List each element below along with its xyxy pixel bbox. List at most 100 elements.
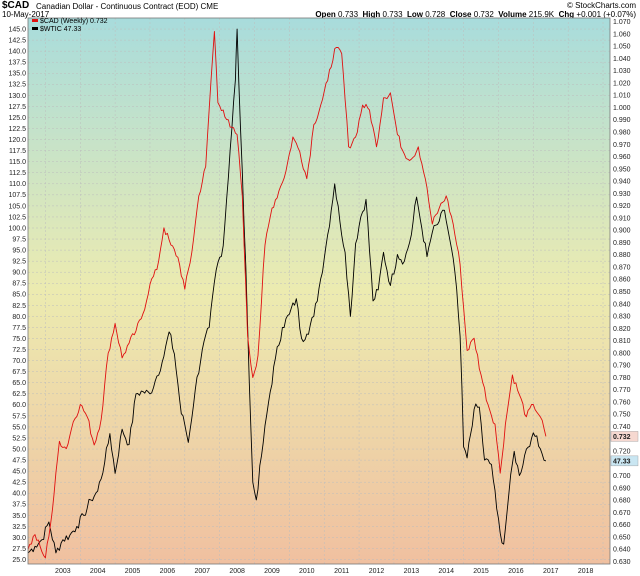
volume-value: 215.9K [528, 10, 555, 19]
right-axis-tick: 0.840 [613, 301, 631, 308]
close-value: 0.732 [473, 10, 494, 19]
right-axis-tick: 0.820 [613, 326, 631, 333]
right-axis-tick: 0.630 [613, 559, 631, 566]
left-axis-tick: 57.5 [12, 413, 26, 420]
last-tag-cad [610, 431, 639, 442]
high-value: 0.733 [382, 10, 403, 19]
left-axis-tick: 130.0 [8, 93, 26, 100]
right-axis-tick: 0.880 [613, 252, 631, 259]
last-tag-wtic-label: 47.33 [613, 458, 631, 465]
left-axis-tick: 50.0 [12, 446, 26, 453]
right-axis-tick: 1.070 [613, 19, 631, 26]
right-axis-tick: 0.850 [613, 289, 631, 296]
right-axis-tick: 1.040 [613, 56, 631, 63]
right-axis-tick: 0.750 [613, 412, 631, 419]
right-axis-tick: 0.910 [613, 215, 631, 222]
chart-date: 10-May-2017 [2, 10, 50, 19]
left-axis-tick: 62.5 [12, 391, 26, 398]
exchange-text: CME [200, 2, 219, 11]
right-axis-tick: 1.030 [613, 68, 631, 75]
chg-value: +0.001 (+0.07%) [576, 10, 636, 19]
left-axis-tick: 52.5 [12, 435, 26, 442]
grid-lines [28, 18, 610, 564]
left-axis-tick: 75.0 [12, 336, 26, 343]
left-axis-tick: 90.0 [12, 270, 26, 277]
left-axis-tick: 95.0 [12, 248, 26, 255]
right-axis-tick: 0.770 [613, 387, 631, 394]
left-axis-tick: 125.0 [8, 115, 26, 122]
right-axis-tick: 0.860 [613, 277, 631, 284]
right-axis-tick: 0.740 [613, 424, 631, 431]
left-axis-tick: 65.0 [12, 380, 26, 387]
left-axis-tick: 100.0 [8, 225, 26, 232]
left-axis-tick: 97.5 [12, 236, 26, 243]
right-axis-tick: 0.940 [613, 179, 631, 186]
x-axis-tick: 2011 [334, 568, 349, 575]
last-tag-cad-label: 0.732 [613, 434, 631, 441]
series-line-wtic [27, 28, 547, 554]
legend-swatch-wtic [32, 27, 38, 30]
left-axis-tick: 117.5 [9, 148, 26, 155]
right-axis-tick: 0.920 [613, 203, 631, 210]
left-axis-tick: 105.0 [8, 203, 26, 210]
left-axis-tick: 72.5 [12, 347, 26, 354]
left-axis-tick: 85.0 [12, 292, 26, 299]
left-axis-tick: 137.5 [8, 60, 26, 67]
left-axis-tick: 132.5 [8, 82, 26, 89]
left-axis-tick: 67.5 [12, 369, 26, 376]
x-axis-tick: 2005 [125, 568, 141, 575]
right-axis-tick: 0.810 [613, 338, 631, 345]
left-axis-tick: 92.5 [12, 259, 26, 266]
right-axis-tick: 1.000 [613, 105, 631, 112]
left-axis-tick: 37.5 [12, 502, 26, 509]
right-axis-tick: 0.670 [613, 510, 631, 517]
right-axis-tick: 0.890 [613, 240, 631, 247]
x-axis-tick: 2012 [369, 568, 385, 575]
right-axis-tick: 0.950 [613, 166, 631, 173]
left-axis-tick: 122.5 [8, 126, 26, 133]
symbol-label: $CAD [2, 0, 30, 11]
high-label: High [362, 10, 381, 19]
x-axis-tick: 2006 [160, 568, 176, 575]
left-axis-tick: 30.0 [12, 535, 26, 542]
x-axis-tick: 2015 [473, 568, 489, 575]
left-axis-tick: 40.0 [12, 491, 26, 498]
right-axis-tick: 0.780 [613, 375, 631, 382]
volume-label: Volume [498, 10, 527, 19]
right-axis-tick: 0.980 [613, 130, 631, 137]
right-axis-tick: 0.650 [613, 534, 631, 541]
right-axis-tick: 0.700 [613, 473, 631, 480]
right-axis-tick: 0.900 [613, 228, 631, 235]
left-axis-tick: 140.0 [8, 49, 26, 56]
right-axis-tick: 0.870 [613, 264, 631, 271]
left-axis: 25.0 27.5 30.0 32.5 35.0 37.5 40.0 42.5 45.0 47.5… [8, 26, 26, 564]
legend: $CAD (Weekly) 0.732 $WTIC 47.33 [32, 18, 108, 33]
x-axis: 2003 2004 2005 2006 2007 2008 2009 2010 2011 2012… [55, 568, 593, 575]
right-axis-tick: 0.990 [613, 117, 631, 124]
right-axis-tick: 0.690 [613, 485, 631, 492]
low-label: Low [407, 10, 423, 19]
right-axis-tick: 1.010 [613, 93, 631, 100]
legend-label-cad: $CAD (Weekly) 0.732 [40, 18, 108, 25]
right-axis-tick: 0.720 [613, 449, 631, 456]
open-label: Open [315, 10, 336, 19]
right-axis-tick: 1.050 [613, 44, 631, 51]
legend-label-wtic: $WTIC 47.33 [40, 26, 81, 33]
ohlc-readout: Open 0.733 High 0.733 Low 0.728 Close 0.… [315, 10, 636, 19]
series-layer [27, 28, 547, 559]
left-axis-tick: 80.0 [12, 314, 26, 321]
x-axis-tick: 2008 [229, 568, 245, 575]
x-axis-tick: 2003 [55, 568, 71, 575]
right-axis-tick: 0.830 [613, 314, 631, 321]
left-axis-tick: 127.5 [8, 104, 26, 111]
x-axis-tick: 2017 [543, 568, 559, 575]
left-axis-tick: 77.5 [12, 325, 26, 332]
left-axis-tick: 135.0 [8, 71, 26, 78]
legend-swatch-cad [32, 19, 38, 22]
last-tag-wtic [610, 455, 639, 467]
left-axis-tick: 102.5 [8, 214, 26, 221]
left-axis-tick: 87.5 [12, 281, 26, 288]
left-axis-tick: 70.0 [12, 358, 26, 365]
left-axis-tick: 110.0 [9, 181, 26, 188]
